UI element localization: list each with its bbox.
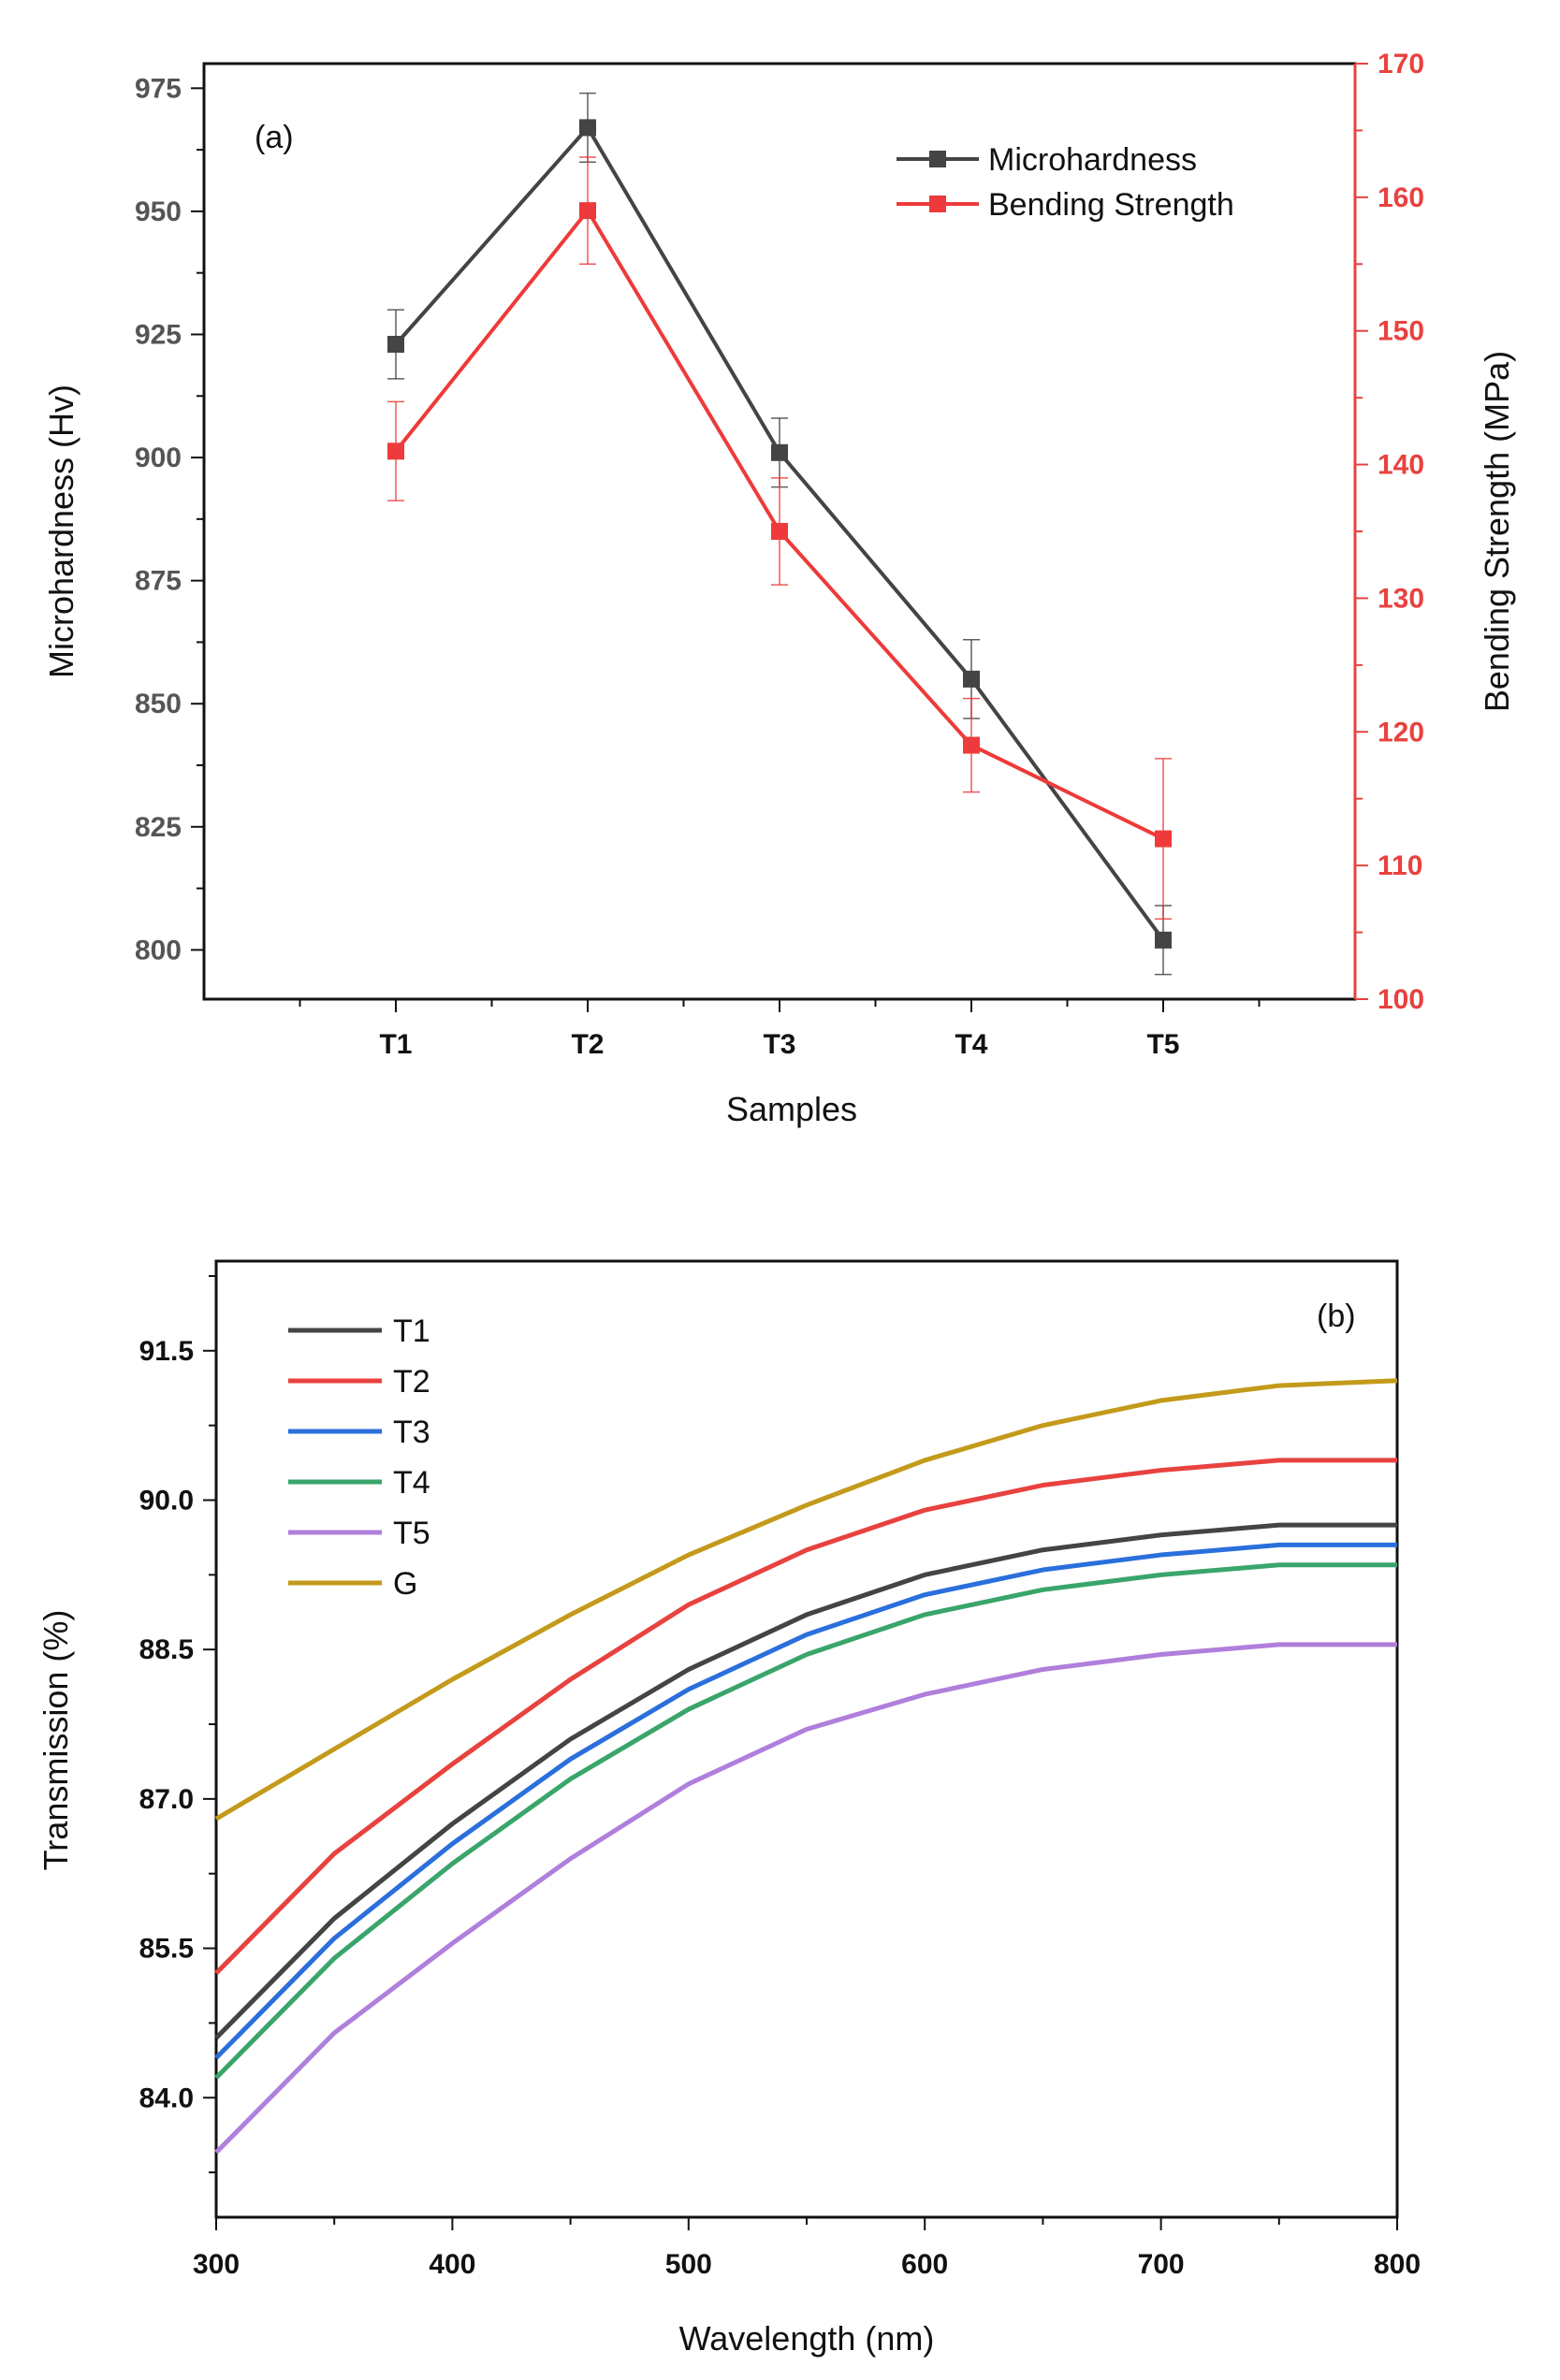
- y-tick-label: 85.5: [139, 1934, 194, 1965]
- series-t4-line: [214, 1562, 1397, 2080]
- bending-strength-point: [963, 736, 980, 754]
- bending-strength-point: [1155, 830, 1172, 848]
- series-t2-line: [214, 1458, 1397, 1975]
- chart-a-y-axis-title: Microhardness (Hv): [42, 385, 80, 678]
- legend-label-t1: T1: [393, 1313, 430, 1349]
- series-t5-line: [214, 1642, 1397, 2155]
- bending-strength-point: [387, 443, 404, 460]
- y-tick-label: 825: [135, 812, 182, 843]
- legend-label-t4: T4: [393, 1465, 430, 1501]
- legend-label-t3: T3: [393, 1415, 430, 1450]
- x-tick-label: T5: [1146, 1029, 1179, 1060]
- legend-label-t2: T2: [393, 1364, 430, 1400]
- y2-tick-label: 130: [1378, 583, 1424, 614]
- y-tick-label: 90.0: [139, 1486, 194, 1517]
- bending-strength-point: [771, 523, 788, 540]
- y-tick-label: 800: [135, 935, 182, 965]
- y2-tick-label: 140: [1378, 450, 1424, 481]
- x-tick-label: 700: [1138, 2249, 1185, 2280]
- microhardness-point: [579, 119, 596, 137]
- series-g-line: [214, 1378, 1398, 1821]
- chart-b-legend: T1 T2 T3 T4 T5 G: [288, 1313, 430, 1602]
- chart-b: 300 400 500 600 700 800 84.0 85.5 87.0 88.5 90.0 91…: [36, 1259, 1421, 2358]
- legend-label-t5: T5: [393, 1516, 430, 1551]
- microhardness-point: [771, 443, 788, 461]
- microhardness-point: [1155, 931, 1172, 949]
- chart-a-marks: [387, 92, 1172, 976]
- bending-strength-point: [579, 202, 596, 220]
- chart-b-x-axis-title: Wavelength (nm): [679, 2319, 935, 2358]
- x-tick-label: 800: [1374, 2249, 1421, 2280]
- chart-a-axes: 800 825 850 875 900 925 950 975 100 110 120 130 140 1…: [135, 49, 1424, 1060]
- y2-tick-label: 120: [1378, 717, 1424, 747]
- y-tick-label: 950: [135, 196, 182, 227]
- legend-marker-bending-strength: [929, 196, 946, 212]
- x-tick-label: T1: [379, 1029, 412, 1060]
- y2-tick-label: 110: [1378, 850, 1422, 881]
- x-tick-label: T2: [571, 1029, 604, 1060]
- series-t3-line: [214, 1542, 1397, 2060]
- chart-a-x-axis-title: Samples: [726, 1090, 857, 1128]
- chart-b-marks: [214, 1378, 1398, 2155]
- x-tick-label: T3: [763, 1029, 795, 1060]
- y-tick-label: 91.5: [139, 1336, 194, 1367]
- chart-a: 800 825 850 875 900 925 950 975 100 110 120 130 140 1…: [42, 49, 1516, 1128]
- chart-a-panel-label: (a): [255, 120, 294, 155]
- y2-tick-label: 170: [1378, 49, 1424, 80]
- y-tick-label: 850: [135, 689, 182, 719]
- chart-a-legend: Microhardness Bending Strength: [897, 142, 1234, 223]
- microhardness-point: [963, 670, 980, 688]
- y2-tick-label: 160: [1378, 182, 1424, 213]
- legend-marker-microhardness: [929, 151, 946, 167]
- x-tick-label: T4: [955, 1029, 987, 1060]
- y2-tick-label: 150: [1378, 316, 1424, 347]
- legend-label-g: G: [393, 1566, 417, 1602]
- x-tick-label: 600: [901, 2249, 948, 2280]
- y-tick-label: 975: [135, 73, 182, 104]
- x-tick-label: 400: [429, 2249, 475, 2280]
- chart-b-y-axis-title: Transmission (%): [36, 1610, 75, 1871]
- y-tick-label: 84.0: [139, 2082, 194, 2113]
- chart-a-y2-axis-title: Bending Strength (MPa): [1478, 351, 1516, 712]
- chart-b-axes: 300 400 500 600 700 800 84.0 85.5 87.0 88.5 90.0 91…: [139, 1274, 1421, 2280]
- y2-tick-label: 100: [1378, 984, 1424, 1015]
- legend-label-bending-strength: Bending Strength: [988, 187, 1234, 223]
- chart-b-frame: [214, 1259, 1399, 2219]
- y-tick-label: 900: [135, 443, 182, 473]
- y-tick-label: 88.5: [139, 1634, 194, 1665]
- series-t1-line: [214, 1522, 1397, 2040]
- legend-label-microhardness: Microhardness: [988, 142, 1197, 178]
- y-tick-label: 875: [135, 566, 182, 597]
- y-tick-label: 925: [135, 319, 182, 350]
- x-tick-label: 300: [193, 2249, 240, 2280]
- y-tick-label: 87.0: [139, 1784, 194, 1815]
- microhardness-point: [387, 336, 404, 353]
- x-tick-label: 500: [665, 2249, 712, 2280]
- chart-b-panel-label: (b): [1317, 1299, 1356, 1334]
